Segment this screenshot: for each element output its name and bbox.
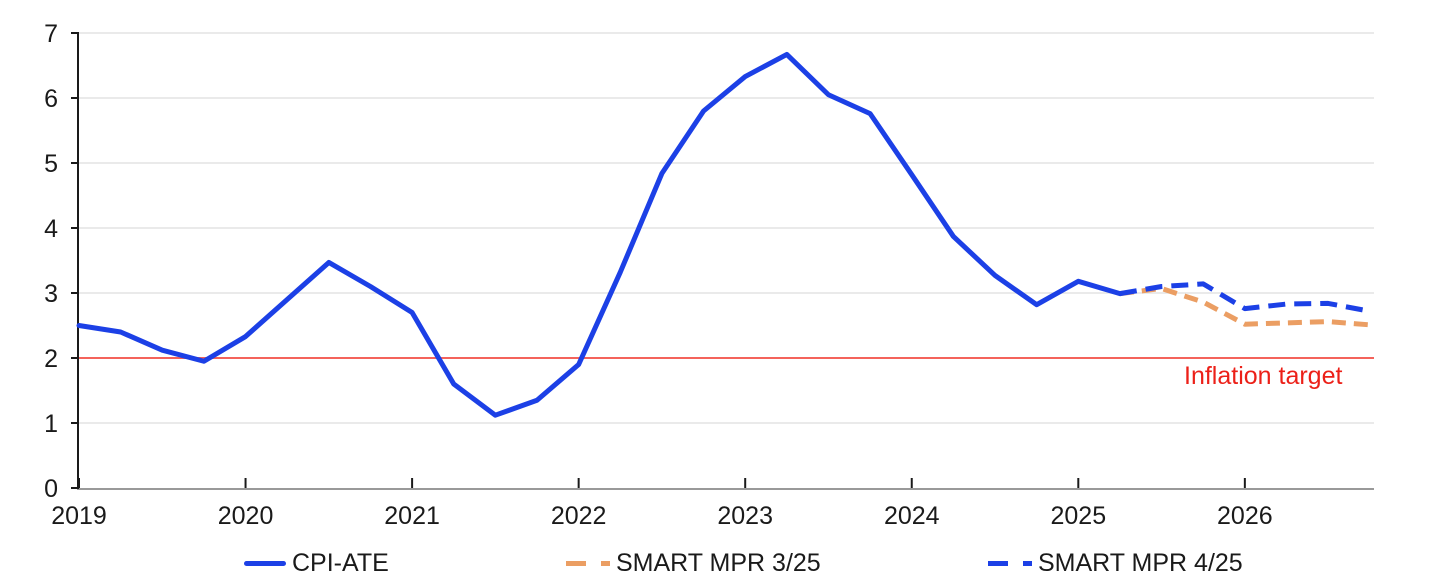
series-line-cpi-ate — [76, 51, 1123, 418]
y-tick-label-1: 1 — [44, 410, 58, 438]
y-tick-label-4: 4 — [44, 215, 58, 243]
y-tick-label-2: 2 — [44, 345, 58, 373]
series-line-smart-mpr-3-25 — [1119, 285, 1370, 328]
x-tick-label-2019: 2019 — [51, 502, 107, 530]
legend-item-smart-mpr-3-25: SMART MPR 3/25 — [566, 546, 821, 580]
legend-item-smart-mpr-4-25: SMART MPR 4/25 — [988, 546, 1243, 580]
legend-item-cpi-ate: CPI-ATE — [244, 546, 389, 580]
legend-label: SMART MPR 3/25 — [616, 548, 821, 577]
y-tick-label-0: 0 — [44, 475, 58, 503]
inflation-target-label: Inflation target — [1184, 362, 1343, 390]
y-tick-label-3: 3 — [44, 280, 58, 308]
dashed-line-swatch-icon — [988, 560, 1032, 566]
x-tick-label-2022: 2022 — [551, 502, 607, 530]
y-tick-label-5: 5 — [44, 150, 58, 178]
x-tick-label-2026: 2026 — [1217, 502, 1273, 530]
series-line-smart-mpr-4-25 — [1119, 281, 1371, 314]
chart-legend: CPI-ATE SMART MPR 3/25 SMART MPR 4/25 — [0, 546, 1445, 580]
x-tick-label-2023: 2023 — [717, 502, 773, 530]
x-tick-label-2024: 2024 — [884, 502, 940, 530]
dashed-line-swatch-icon — [566, 560, 610, 566]
x-tick-label-2021: 2021 — [384, 502, 440, 530]
legend-label: CPI-ATE — [292, 548, 389, 577]
solid-line-swatch-icon — [244, 560, 286, 566]
legend-label: SMART MPR 4/25 — [1038, 548, 1243, 577]
x-tick-label-2020: 2020 — [218, 502, 274, 530]
y-tick-label-7: 7 — [44, 20, 58, 48]
y-tick-label-6: 6 — [44, 85, 58, 113]
x-tick-label-2025: 2025 — [1050, 502, 1106, 530]
